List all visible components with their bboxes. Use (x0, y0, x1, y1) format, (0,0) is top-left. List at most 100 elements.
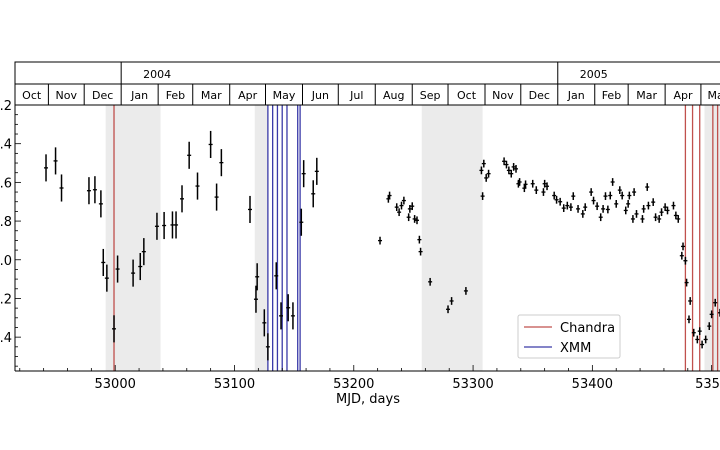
data-point (641, 205, 646, 213)
data-point (131, 259, 136, 287)
data-point (686, 315, 691, 324)
data-point (180, 185, 185, 213)
data-point (576, 205, 581, 213)
data-point (589, 188, 594, 196)
x-tick-label: 53300 (452, 377, 493, 392)
data-point (565, 201, 570, 210)
data-point (98, 190, 103, 218)
data-point (620, 191, 625, 200)
data-point (406, 213, 411, 222)
data-point (580, 210, 585, 218)
data-point (265, 333, 270, 361)
year-label: 2004 (143, 68, 171, 81)
data-point (646, 201, 651, 210)
y-tick-label: .8 (0, 215, 12, 230)
data-point (640, 215, 645, 223)
data-point (195, 172, 200, 200)
data-point (115, 255, 120, 283)
data-point (598, 213, 603, 222)
data-point (504, 160, 509, 169)
data-point (703, 335, 708, 344)
data-point (561, 204, 566, 212)
data-point (514, 164, 519, 173)
data-point (506, 166, 511, 175)
year-label: 2005 (580, 68, 608, 81)
x-tick-label: 53100 (214, 377, 255, 392)
data-point (208, 130, 213, 159)
data-point (299, 208, 304, 236)
legend: Chandra XMM (517, 314, 621, 359)
data-point (53, 147, 58, 175)
month-label: Apr (238, 89, 258, 102)
data-point (187, 141, 192, 169)
data-point (595, 202, 600, 211)
data-point (679, 251, 684, 260)
month-label: May (273, 89, 296, 102)
y-tick-label: .4 (0, 331, 12, 346)
data-point (552, 191, 557, 200)
data-point (417, 235, 422, 244)
data-point (626, 199, 631, 208)
data-point (632, 188, 637, 196)
month-label: Mar (636, 89, 657, 102)
data-point (92, 176, 97, 204)
legend-chandra-label: Chandra (560, 321, 615, 336)
data-point (630, 215, 635, 223)
month-label: Apr (674, 89, 694, 102)
data-point (274, 262, 279, 290)
data-point (509, 169, 514, 178)
data-point (542, 179, 547, 188)
data-point (253, 285, 258, 313)
data-point (610, 178, 615, 186)
month-label: Nov (56, 89, 78, 102)
data-point (568, 203, 573, 212)
month-label: Oct (22, 89, 42, 102)
data-point (671, 201, 676, 210)
data-point (418, 247, 423, 256)
data-point (59, 174, 64, 202)
data-point (101, 248, 106, 277)
data-point (681, 242, 686, 251)
data-point (248, 195, 252, 224)
data-point (676, 215, 681, 223)
data-point (571, 192, 576, 200)
data-point (214, 183, 219, 211)
data-point (691, 328, 696, 337)
data-point (697, 327, 702, 336)
month-label: Nov (492, 89, 514, 102)
data-point (480, 192, 485, 200)
data-point (301, 160, 306, 188)
data-point (614, 199, 619, 208)
data-point (219, 149, 224, 177)
data-point (401, 196, 406, 205)
month-label: Aug (383, 89, 404, 102)
calendar-header: 2004 2005 Oct Nov Dec Jan Feb Mar Apr May Jun Jul Au… (14, 61, 720, 106)
month-label: Jan (567, 89, 585, 102)
data-point (378, 236, 383, 245)
data-point (554, 195, 559, 204)
data-point (314, 157, 319, 185)
data-point (86, 177, 91, 205)
y-tick-label: .6 (0, 176, 12, 191)
data-point (138, 252, 143, 281)
shaded-interval (421, 105, 483, 371)
data-point (673, 211, 678, 220)
data-point (651, 198, 656, 206)
data-point (657, 215, 662, 223)
data-point (683, 256, 688, 265)
data-point (591, 196, 596, 205)
data-point (394, 203, 399, 212)
data-point (623, 206, 628, 215)
observation-lines (113, 105, 719, 371)
data-point (262, 309, 267, 337)
data-point (290, 302, 295, 330)
data-point (449, 297, 454, 305)
x-tick-label: 53000 (95, 377, 136, 392)
data-point (141, 238, 146, 266)
axes: 53000 53100 53200 53300 53400 5350 .2 .4 .6 .8 .0.… (0, 99, 720, 392)
data-point (415, 216, 420, 225)
month-label: Oct (457, 89, 477, 102)
data-point (608, 191, 613, 200)
data-point (695, 335, 700, 344)
x-tick-label: 53200 (333, 377, 374, 392)
